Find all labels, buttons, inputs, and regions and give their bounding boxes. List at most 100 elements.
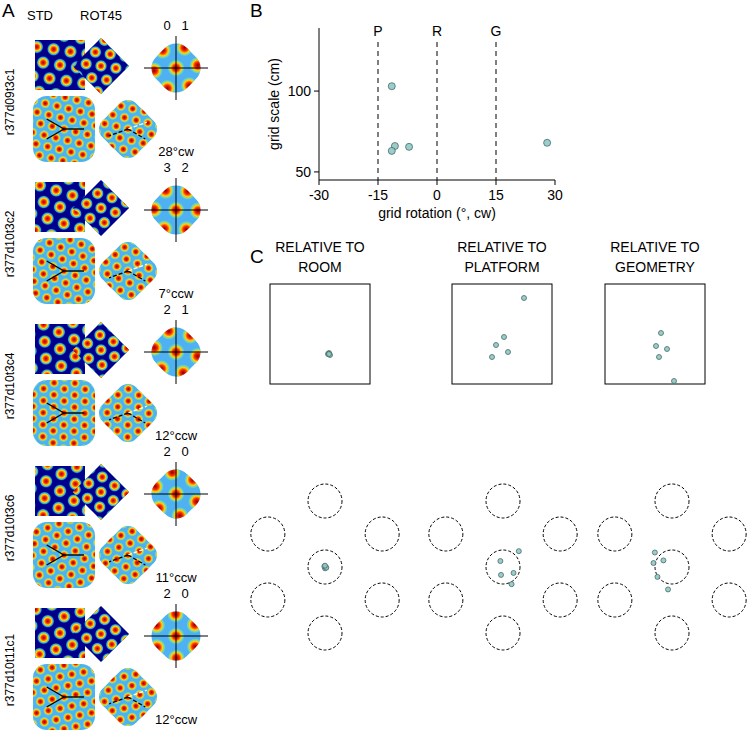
field [120,208,129,226]
x-tick-label: 30 [547,187,563,203]
crosscorr-bg [145,37,207,99]
autocorr-bg [33,522,95,588]
crosscorr-bg [145,605,207,667]
field [34,150,45,161]
point [506,350,511,355]
peak-label: 0 [181,586,188,601]
field [37,631,51,645]
field [81,274,92,285]
field [90,549,95,560]
field [37,431,48,442]
axis-line [128,548,147,555]
field [35,361,39,374]
field [33,667,34,678]
field [85,522,95,529]
field [117,631,129,649]
field [75,577,86,588]
autocorr-rot45 [79,506,177,604]
field [104,332,122,350]
field [36,56,50,70]
point [388,147,395,154]
field [40,534,51,545]
field [49,183,63,197]
field [118,485,130,503]
field [151,412,162,428]
field [145,474,168,499]
chart: RELATIVE TOGEOMETRY [605,239,705,384]
axis-line [47,545,64,555]
field [35,664,46,675]
field [54,359,68,373]
rate-map-rot45 [57,164,145,252]
field [57,217,71,231]
field [33,698,34,709]
x-tick [437,180,438,185]
field [77,322,95,338]
field [38,407,49,418]
axis-line [47,555,64,565]
rate-map-bg [73,38,130,95]
grid-field [598,583,632,617]
field [70,664,81,668]
field [36,96,47,97]
field [83,97,94,108]
field [79,444,90,446]
title-line: ROOM [298,259,342,275]
point [498,559,503,564]
field [90,414,95,425]
autocorr-bg [94,95,162,163]
axis-line [47,403,64,413]
field [33,288,41,299]
field [36,257,47,268]
field [35,481,38,495]
autocorr-std-inner [33,238,95,304]
point [502,335,507,340]
field [44,228,58,232]
autocorr-std [27,371,101,455]
field [35,728,46,730]
field [33,676,42,687]
field [73,608,85,619]
field [66,324,80,330]
field [33,238,44,244]
field [59,396,70,407]
plot-area [498,549,521,587]
rate-map-rot45-inner [73,180,130,237]
field [66,701,77,712]
field [184,489,207,514]
axis-line [109,129,128,136]
field [57,254,68,265]
field [103,189,121,207]
y-tick [314,91,319,92]
cell-name: r377d10t11c1 [3,633,17,706]
field [33,707,42,718]
field [38,335,52,349]
field [35,466,39,479]
field [52,297,63,304]
field [85,238,95,242]
field [33,401,38,412]
autocorr-bg [94,237,162,305]
field [82,687,93,698]
point [327,351,332,356]
field [62,680,73,691]
field [90,267,95,278]
field [62,135,73,146]
field [74,180,92,198]
field [174,217,199,241]
field [178,323,203,348]
field [92,279,95,290]
axis-line [64,554,84,555]
autocorr-rot45-inner [94,379,162,447]
field [73,222,85,232]
field [137,104,153,120]
field [130,435,146,447]
field [49,380,60,388]
axis-line [128,406,147,413]
y-tick-label: 50 [295,164,311,180]
autocorr-rot45-inner [94,663,162,731]
plot-frame [452,284,552,384]
field [33,127,38,138]
crosscorr-inner [145,463,207,525]
plot-area [654,331,677,384]
